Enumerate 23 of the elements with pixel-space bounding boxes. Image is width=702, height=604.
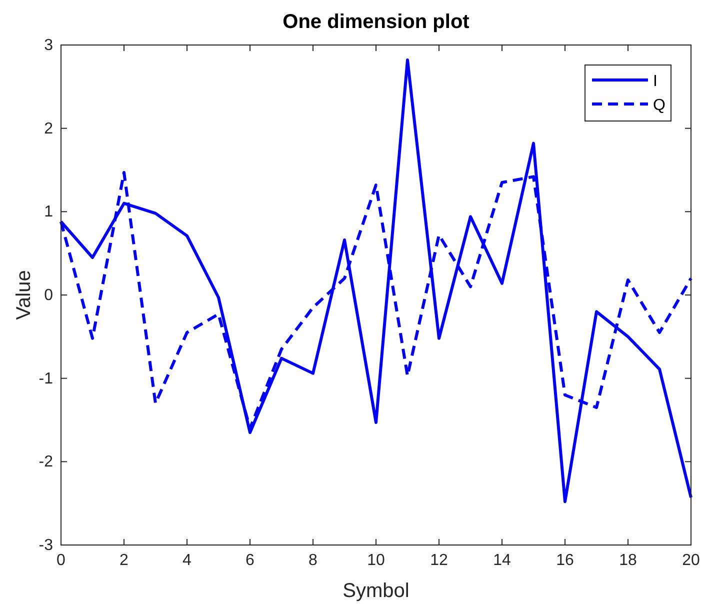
x-tick-label: 12	[430, 552, 448, 569]
y-tick-label: 3	[44, 37, 54, 54]
x-tick-label: 16	[556, 552, 574, 569]
y-axis-title: Value	[13, 270, 35, 320]
x-tick-label: 2	[120, 552, 129, 569]
y-tick-label: -2	[38, 454, 54, 471]
x-tick-label: 10	[367, 552, 385, 569]
x-tick-label: 20	[682, 552, 700, 569]
x-tick-label: 8	[308, 552, 318, 569]
y-tick-label: 1	[44, 204, 54, 221]
x-tick-label: 18	[619, 552, 637, 569]
y-tick-label: -1	[38, 370, 54, 388]
x-axis-title: Symbol	[342, 580, 410, 602]
legend-label: I	[653, 73, 658, 90]
x-tick-label: 4	[182, 552, 192, 569]
x-tick-label: 14	[493, 552, 511, 569]
x-tick-label: 0	[56, 552, 66, 569]
y-tick-label: -3	[38, 537, 54, 554]
y-tick-label: 0	[44, 287, 54, 304]
x-tick-label: 6	[246, 552, 255, 569]
y-tick-label: 2	[44, 120, 54, 138]
legend-label: Q	[653, 97, 666, 114]
chart-title: One dimension plot	[282, 11, 470, 33]
